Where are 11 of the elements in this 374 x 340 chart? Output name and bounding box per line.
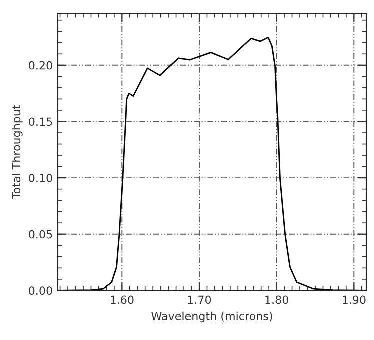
y-tick-label: 0.10: [29, 174, 52, 182]
x-tick-label: 1.90: [343, 296, 366, 304]
x-axis-title: Wavelength (microns): [152, 312, 272, 323]
x-tick-label: 1.70: [188, 296, 212, 304]
y-tick-label: 0.20: [29, 61, 52, 70]
x-tick-label: 1.60: [111, 296, 134, 304]
y-tick-label: 0.15: [29, 118, 52, 126]
y-tick-label: 0.05: [29, 230, 52, 239]
x-tick-label: 1.80: [266, 296, 288, 304]
y-axis-title: Total Throughput: [12, 105, 23, 200]
y-tick-label: 0.00: [29, 286, 52, 296]
